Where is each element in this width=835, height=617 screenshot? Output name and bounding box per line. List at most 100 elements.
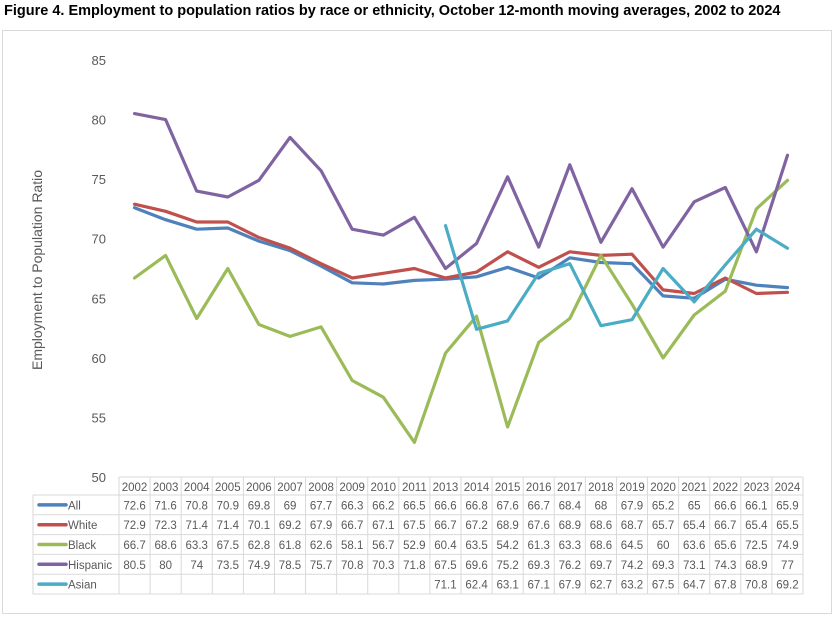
x-tick-label: 2023 xyxy=(744,482,770,494)
x-tick-label: 2007 xyxy=(277,482,303,494)
x-tick-label: 2010 xyxy=(370,482,396,494)
data-table-cell: 68.6 xyxy=(154,540,176,552)
data-table-cell: 67.9 xyxy=(559,580,581,592)
data-table-cell: 58.1 xyxy=(341,540,363,552)
data-table-cell: 70.8 xyxy=(745,580,767,592)
data-table-cell: 74 xyxy=(190,560,203,572)
x-tick-label: 2020 xyxy=(650,482,676,494)
x-tick-label: 2022 xyxy=(712,482,738,494)
data-table-cell: 69.8 xyxy=(248,500,270,512)
data-table-cell: 71.4 xyxy=(186,520,209,532)
data-table-cell: 65 xyxy=(688,500,701,512)
legend-label-black: Black xyxy=(68,540,96,552)
data-table-cell: 80 xyxy=(159,560,172,572)
data-table-cell: 75.2 xyxy=(496,560,518,572)
data-table-cell: 71.8 xyxy=(403,560,425,572)
y-tick-label: 60 xyxy=(92,351,106,366)
series-line-hispanic xyxy=(132,112,790,271)
data-table-cell: 69.3 xyxy=(528,560,550,572)
data-table-cell: 56.7 xyxy=(372,540,394,552)
data-table-cell: 67.5 xyxy=(217,540,239,552)
x-tick-label: 2002 xyxy=(122,482,148,494)
data-table-cell: 62.6 xyxy=(310,540,332,552)
data-table-cell: 65.2 xyxy=(652,500,674,512)
data-table-cell: 64.7 xyxy=(683,580,705,592)
data-table-cell: 63.1 xyxy=(496,580,518,592)
legend-label-asian: Asian xyxy=(68,580,97,592)
data-table-cell: 66.7 xyxy=(123,540,145,552)
data-table-cell: 74.2 xyxy=(621,560,643,572)
data-table-cell: 61.3 xyxy=(528,540,550,552)
data-table-cell: 68.6 xyxy=(590,540,612,552)
data-table-cell: 67.5 xyxy=(434,560,456,572)
x-tick-label: 2024 xyxy=(775,482,801,494)
data-table-cell: 78.5 xyxy=(279,560,301,572)
data-table-cell: 75.7 xyxy=(310,560,332,572)
x-tick-label: 2011 xyxy=(402,482,427,494)
chart-title: Figure 4. Employment to population ratio… xyxy=(4,3,781,19)
data-table-cell: 67.9 xyxy=(621,500,643,512)
data-table-cell: 66.7 xyxy=(434,520,456,532)
data-table-cell: 71.1 xyxy=(434,580,456,592)
data-table-cell: 64.5 xyxy=(621,540,643,552)
data-table-cell: 73.1 xyxy=(683,560,705,572)
legend-label-all: All xyxy=(68,500,81,512)
data-table-cell: 63.3 xyxy=(186,540,208,552)
data-table-cell: 65.6 xyxy=(714,540,736,552)
data-table-cell: 66.7 xyxy=(714,520,736,532)
data-table-cell: 68 xyxy=(595,500,608,512)
series-line-black xyxy=(132,178,790,444)
data-table-cell: 72.5 xyxy=(745,540,767,552)
data-table-cell: 73.5 xyxy=(217,560,239,572)
data-table-cell: 70.1 xyxy=(248,520,270,532)
y-tick-label: 80 xyxy=(92,113,106,128)
data-table-cell: 69 xyxy=(284,500,297,512)
x-tick-label: 2004 xyxy=(184,482,210,494)
data-table-cell: 74.9 xyxy=(248,560,270,572)
data-table-cell: 67.9 xyxy=(310,520,332,532)
data-table-cell: 66.6 xyxy=(434,500,456,512)
data-table-cell: 71.6 xyxy=(154,500,176,512)
data-table-cell: 69.6 xyxy=(465,560,487,572)
data-table-cell: 69.7 xyxy=(590,560,612,572)
data-table-cell: 68.6 xyxy=(590,520,612,532)
data-table-cell: 65.5 xyxy=(776,520,798,532)
data-table-cell: 67.7 xyxy=(310,500,332,512)
x-tick-label: 2013 xyxy=(433,482,459,494)
data-table-cell: 68.7 xyxy=(621,520,643,532)
data-table-cell: 60.4 xyxy=(434,540,457,552)
y-tick-label: 55 xyxy=(92,410,106,425)
y-tick-label: 65 xyxy=(92,291,106,306)
data-table-cell: 61.8 xyxy=(279,540,301,552)
y-tick-label: 50 xyxy=(92,470,106,485)
data-table-cell: 66.8 xyxy=(465,500,487,512)
data-table-cell: 65.7 xyxy=(652,520,674,532)
data-table-cell: 63.3 xyxy=(559,540,581,552)
series-line-all xyxy=(132,206,790,300)
data-table-cell: 65.4 xyxy=(745,520,768,532)
data-table-cell: 66.3 xyxy=(341,500,363,512)
data-table-cell: 67.1 xyxy=(372,520,394,532)
data-table-cell: 71.4 xyxy=(217,520,240,532)
x-tick-label: 2017 xyxy=(557,482,583,494)
x-tick-label: 2018 xyxy=(588,482,614,494)
data-table-cell: 63.2 xyxy=(621,580,643,592)
data-table-cell: 72.9 xyxy=(123,520,145,532)
data-table-cell: 62.8 xyxy=(248,540,270,552)
y-tick-label: 70 xyxy=(92,232,106,247)
y-tick-label: 85 xyxy=(92,53,106,68)
data-table-cell: 68.4 xyxy=(559,500,582,512)
data-table-cell: 70.3 xyxy=(372,560,394,572)
x-tick-label: 2014 xyxy=(464,482,490,494)
data-table-cell: 65.9 xyxy=(776,500,798,512)
data-table-cell: 66.2 xyxy=(372,500,394,512)
data-table-cell: 62.7 xyxy=(590,580,612,592)
data-table-cell: 66.1 xyxy=(745,500,767,512)
data-table-cell: 67.1 xyxy=(528,580,550,592)
x-tick-label: 2015 xyxy=(495,482,521,494)
data-table-cell: 67.6 xyxy=(528,520,550,532)
data-table-cell: 67.2 xyxy=(465,520,487,532)
legend-label-white: White xyxy=(68,520,97,532)
series-line-asian xyxy=(443,224,790,331)
